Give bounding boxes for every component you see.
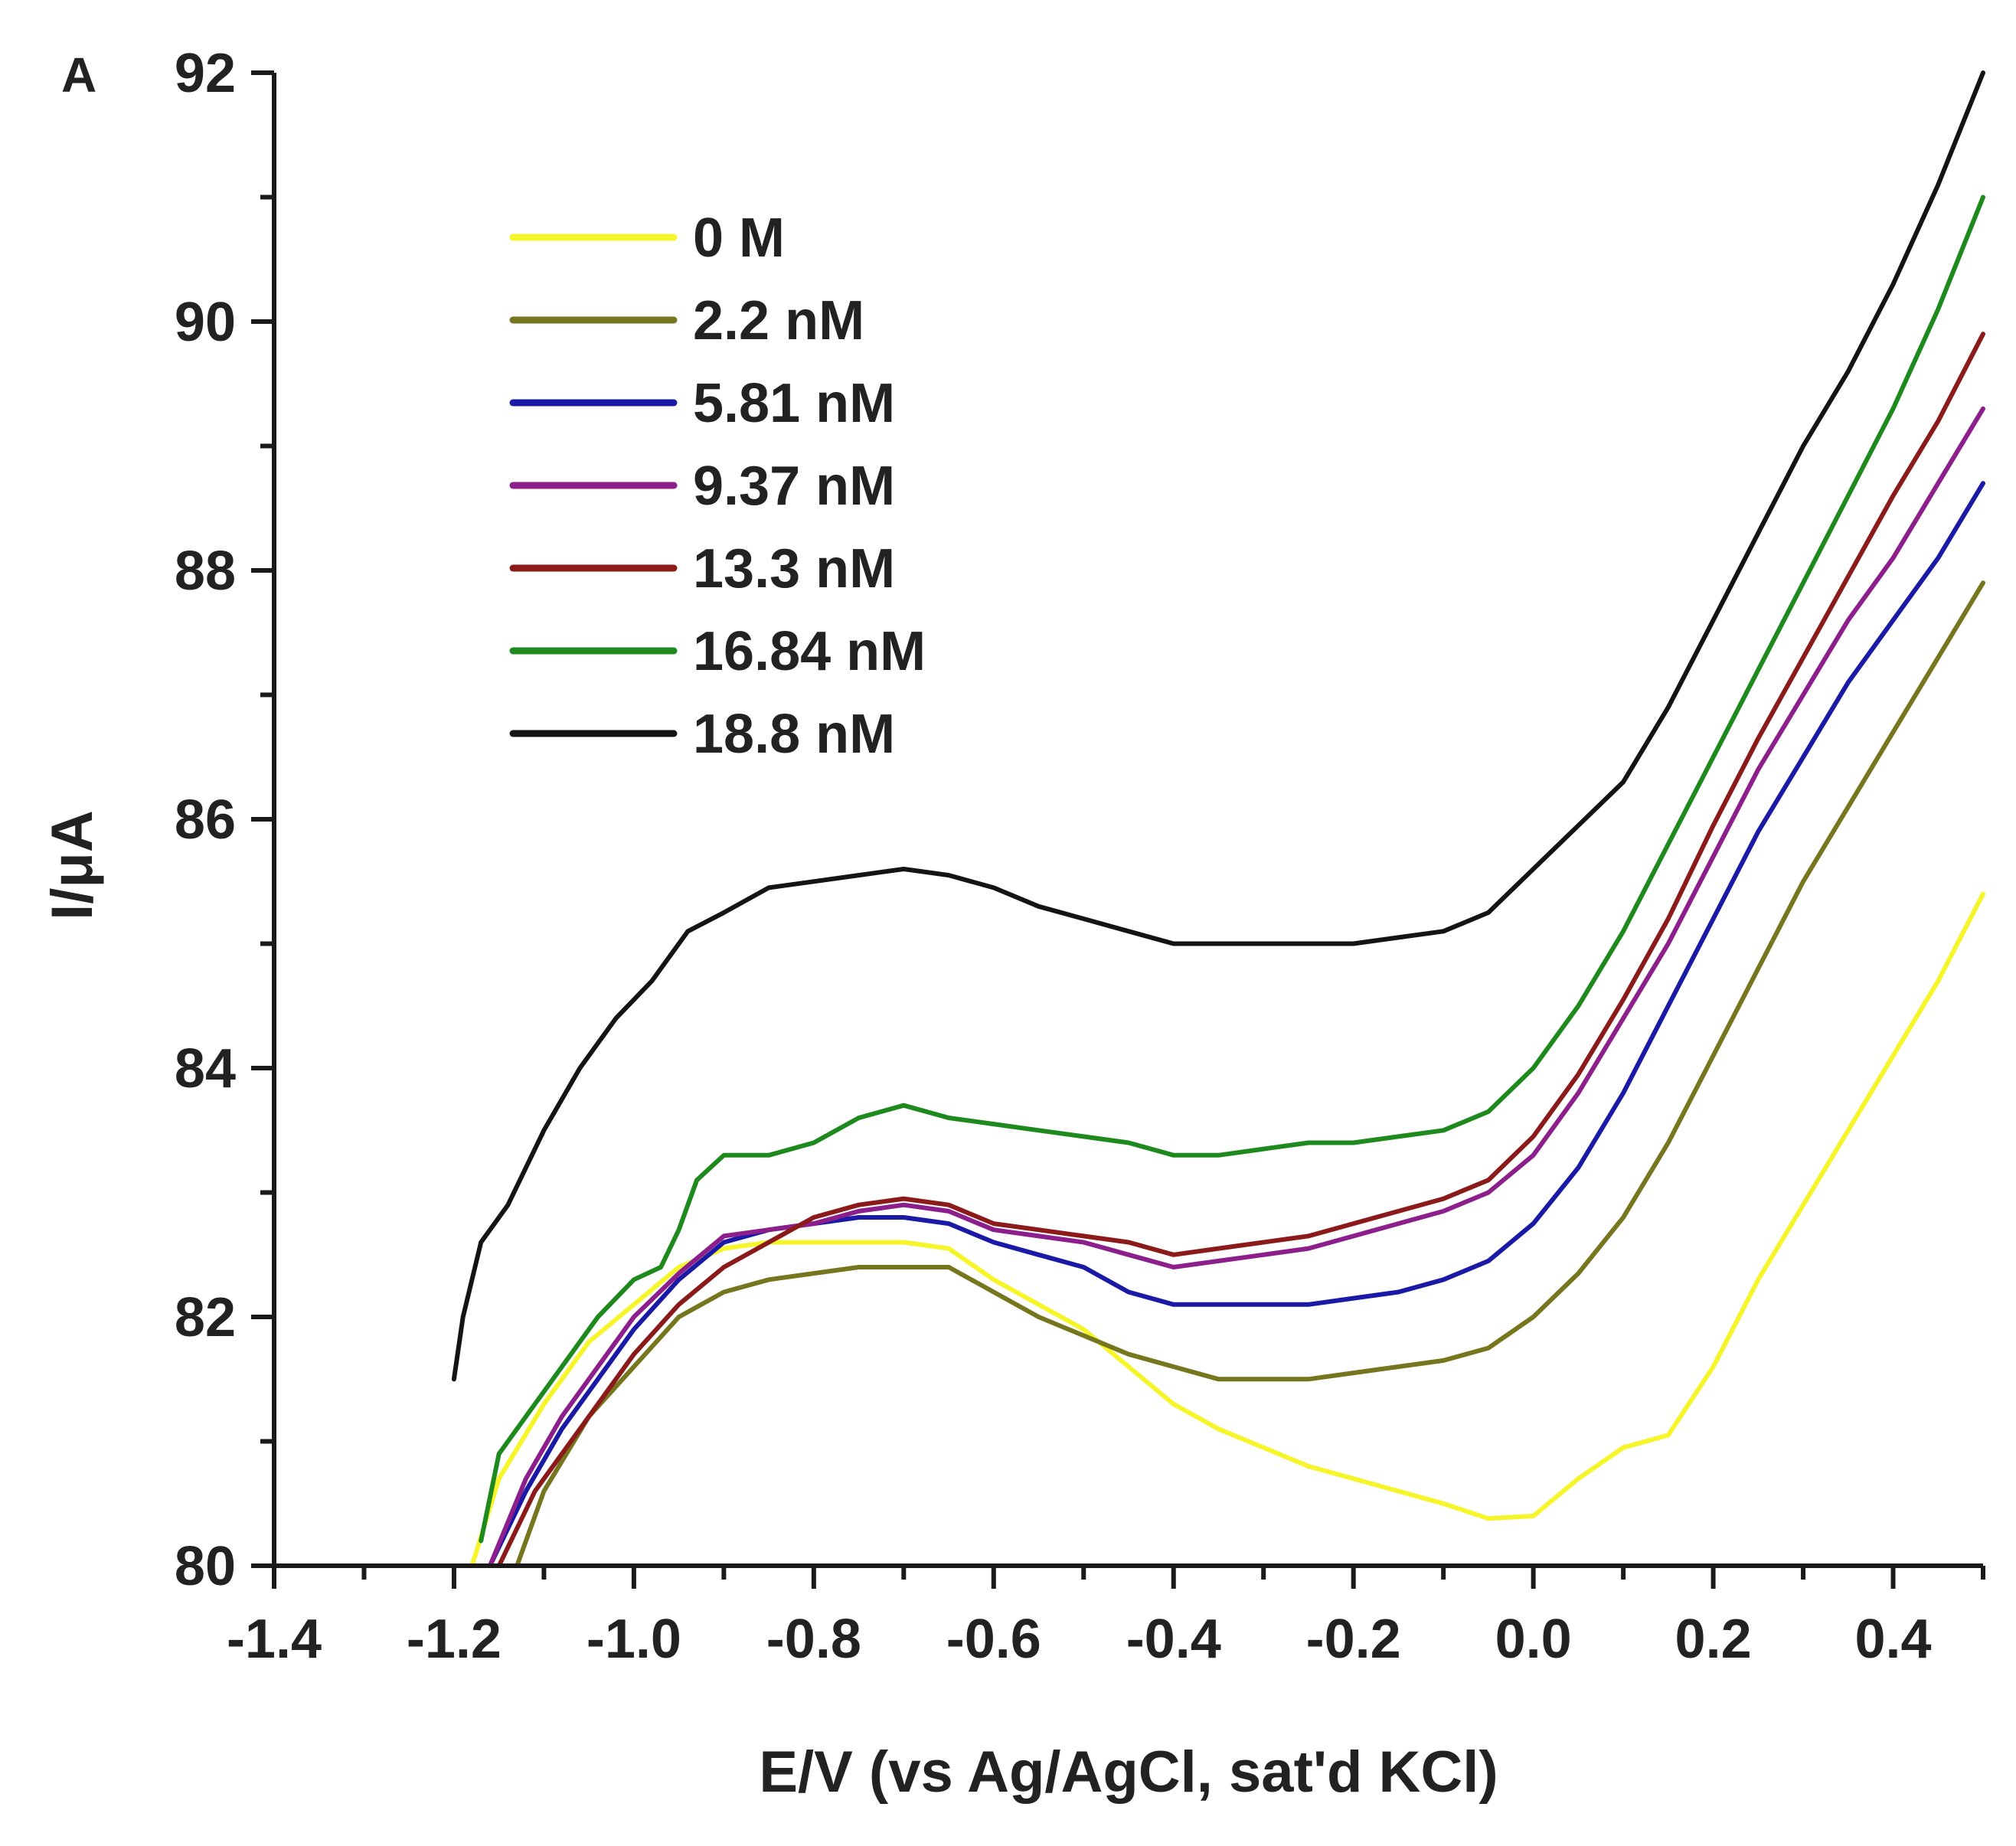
series-line: [515, 580, 1985, 1568]
y-tick-label: 88: [175, 541, 236, 602]
x-tick-label: -1.0: [587, 1609, 681, 1670]
series-line: [451, 70, 1985, 1382]
legend-label: 0 M: [693, 207, 785, 269]
legend-label: 18.8 nM: [693, 704, 895, 765]
y-tick-label: 82: [175, 1287, 236, 1348]
legend-label: 2.2 nM: [693, 290, 864, 351]
legend-label: 9.37 nM: [693, 456, 895, 517]
x-tick-label: -1.4: [227, 1609, 322, 1670]
x-tick-label: -0.6: [946, 1609, 1041, 1670]
x-tick-label: 0.2: [1675, 1609, 1752, 1670]
x-tick-label: -0.2: [1306, 1609, 1401, 1670]
x-tick-label: -1.2: [407, 1609, 502, 1670]
series-line: [496, 332, 1985, 1568]
panel-label: A: [61, 47, 96, 103]
y-axis-title: I/μA: [40, 810, 105, 920]
x-tick-label: 0.0: [1495, 1609, 1572, 1670]
x-tick-label: -0.4: [1126, 1609, 1221, 1670]
legend-label: 5.81 nM: [693, 373, 895, 434]
y-tick-label: 92: [175, 43, 236, 104]
y-tick-label: 90: [175, 292, 236, 353]
ticks-layer: -1.4 -1.2 -1.0 -0.8 -0.6 -0.4 -0.2 0.0 0.2 0.4 80 8…: [175, 43, 1985, 1670]
x-axis-title: E/V (vs Ag/AgCl, sat'd KCl): [759, 1740, 1498, 1805]
y-tick-label: 80: [175, 1536, 236, 1597]
legend: 0 M 2.2 nM 5.81 nM 9.37 nM 13.3 nM 16.84 nM 18…: [509, 207, 926, 765]
series-line: [487, 481, 1985, 1568]
series-line: [487, 406, 1985, 1568]
y-tick-label: 86: [175, 789, 236, 851]
series-line: [479, 194, 1985, 1544]
legend-label: 13.3 nM: [693, 538, 895, 600]
x-tick-label: -0.8: [766, 1609, 861, 1670]
series-layer: [451, 70, 1985, 1568]
y-tick-label: 84: [175, 1038, 236, 1099]
x-tick-label: 0.4: [1854, 1609, 1931, 1670]
legend-label: 16.84 nM: [693, 621, 926, 682]
